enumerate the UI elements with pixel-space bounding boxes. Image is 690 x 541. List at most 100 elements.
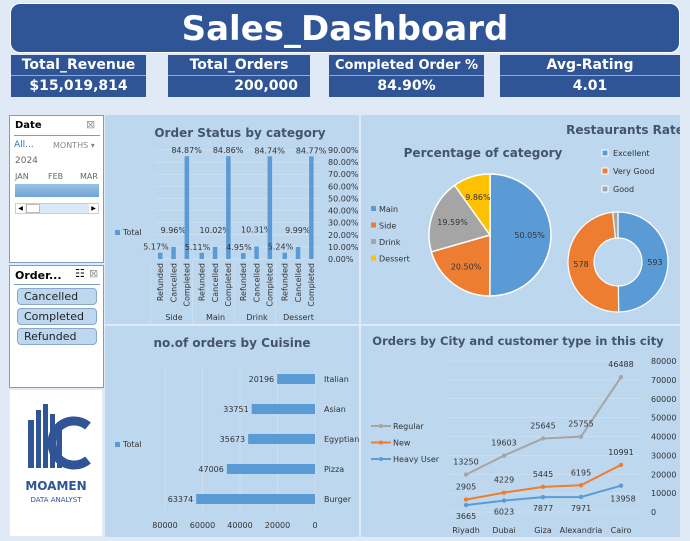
legend-swatch	[601, 149, 609, 157]
data-label: 578	[573, 260, 588, 269]
order-status-slicer[interactable]: Order... ☷ ⊠ Cancelled Completed Refunde…	[9, 265, 104, 388]
data-label: 46488	[608, 360, 633, 369]
timeline-bar[interactable]	[15, 184, 99, 197]
y-tick-label: 0	[651, 508, 656, 517]
data-label: 50.05%	[514, 231, 545, 240]
kpi-value: 200,000	[234, 78, 298, 94]
data-point	[463, 472, 469, 477]
data-point	[578, 494, 584, 500]
data-label: 3665	[456, 512, 476, 521]
bar	[212, 246, 218, 259]
data-point	[618, 483, 624, 488]
data-point	[618, 374, 624, 380]
x-category-label: Refunded	[156, 263, 165, 301]
dashboard-title: Sales_Dashboard	[10, 3, 680, 53]
logo-text: MOAMEN	[25, 479, 86, 493]
data-point	[463, 502, 469, 508]
kpi-total-orders: Total_Orders 200,000	[168, 55, 310, 97]
data-label: 20196	[249, 375, 274, 384]
kpi-total-revenue: Total_Revenue $15,019,814	[11, 55, 146, 97]
time-level-dropdown[interactable]: MONTHS ▾	[53, 141, 95, 150]
data-label: 10.31%	[241, 226, 272, 235]
data-point	[540, 484, 546, 490]
data-point	[578, 483, 584, 488]
data-label: 2905	[456, 483, 476, 492]
y-category-label: Pizza	[324, 465, 344, 474]
x-tick-label: 40000	[227, 521, 252, 530]
slicer-item-completed[interactable]: Completed	[17, 308, 97, 325]
legend-label: Good	[613, 185, 634, 194]
legend-label: Main	[379, 205, 398, 214]
timeline-scrollbar[interactable]: ◀ ▶	[15, 203, 99, 214]
multi-select-icon[interactable]: ☷	[75, 267, 85, 280]
all-periods-link[interactable]: All...	[14, 140, 34, 150]
month-jan[interactable]: JAN	[15, 172, 29, 181]
city-orders-chart: Orders by City and customer type in this…	[361, 326, 680, 537]
bar	[184, 156, 190, 259]
kpi-avg-rating: Avg-Rating 4.01	[500, 55, 680, 97]
data-label: 9.96%	[161, 226, 187, 235]
clear-filter-icon[interactable]: ⊠	[86, 118, 96, 131]
x-category-label: Giza	[534, 526, 552, 535]
logo: MOAMEN DATA ANALYST	[10, 390, 102, 536]
y-tick-label: 50.00%	[328, 194, 359, 203]
y-tick-label: 30000	[651, 451, 676, 460]
data-label: 7971	[571, 504, 591, 513]
y-tick-label: 10.00%	[328, 243, 359, 252]
date-timeline-slicer[interactable]: Date ⊠ All... MONTHS ▾ 2024 JAN FEB MAR …	[9, 115, 104, 263]
bar	[254, 246, 259, 259]
legend-label: Total	[122, 440, 142, 449]
y-tick-label: 20.00%	[328, 231, 359, 240]
legend-label: Heavy User	[393, 455, 440, 464]
x-tick-label: 80000	[152, 521, 177, 530]
y-tick-label: 40.00%	[328, 207, 359, 216]
data-label: 84.87%	[171, 146, 202, 155]
legend-swatch	[601, 185, 609, 193]
category-and-rating-charts: Percentage of category 50.05% Main 20.50% Si…	[361, 115, 684, 324]
data-label: 84.86%	[213, 146, 244, 155]
data-label: 6023	[494, 508, 514, 517]
bar	[295, 246, 301, 259]
bar	[267, 156, 273, 259]
data-point	[618, 462, 624, 468]
chart-title: no.of orders by Cuisine	[153, 336, 310, 350]
legend-label: Regular	[393, 422, 424, 431]
data-label: 35673	[220, 435, 245, 444]
data-label: 9.86%	[465, 193, 491, 202]
pie-slice	[428, 184, 492, 253]
legend-swatch	[601, 167, 609, 175]
data-label: 7877	[533, 504, 553, 513]
y-category-label: Asian	[324, 405, 346, 414]
data-point	[501, 490, 507, 495]
month-feb[interactable]: FEB	[48, 172, 64, 181]
data-label: 4.95%	[226, 243, 252, 252]
kpi-completed-pct: Completed Order % 84.90%	[329, 55, 484, 97]
y-tick-label: 70000	[651, 376, 676, 385]
slicer-title: Date	[15, 120, 42, 131]
bar	[282, 252, 287, 259]
data-label: 13958	[610, 495, 635, 504]
time-level-label: MONTHS	[53, 141, 89, 150]
data-label: 6195	[571, 468, 591, 477]
pie-slice	[489, 173, 552, 297]
legend-label: Excellent	[613, 149, 650, 158]
x-group-label: Main	[206, 313, 225, 322]
legend-label: Drink	[379, 238, 401, 247]
year-label: 2024	[15, 156, 38, 166]
month-mar[interactable]: MAR	[80, 172, 98, 181]
clear-filter-icon[interactable]: ⊠	[89, 267, 99, 280]
x-category-label: Refunded	[198, 263, 207, 301]
legend-marker	[379, 424, 383, 428]
slicer-item-cancelled[interactable]: Cancelled	[17, 288, 97, 305]
y-tick-label: 20000	[651, 470, 676, 479]
scroll-right-icon[interactable]: ▶	[89, 204, 98, 213]
kpi-value: $15,019,814	[29, 78, 128, 94]
x-category-label: Refunded	[281, 263, 290, 301]
scroll-left-icon[interactable]: ◀	[16, 204, 25, 213]
scroll-thumb[interactable]	[26, 204, 40, 213]
slicer-item-refunded[interactable]: Refunded	[17, 328, 97, 345]
chart-title: Percentage of category	[404, 146, 563, 160]
logo-subtext: DATA ANALYST	[30, 496, 82, 504]
legend-marker	[379, 457, 383, 461]
y-tick-label: 10000	[651, 489, 676, 498]
